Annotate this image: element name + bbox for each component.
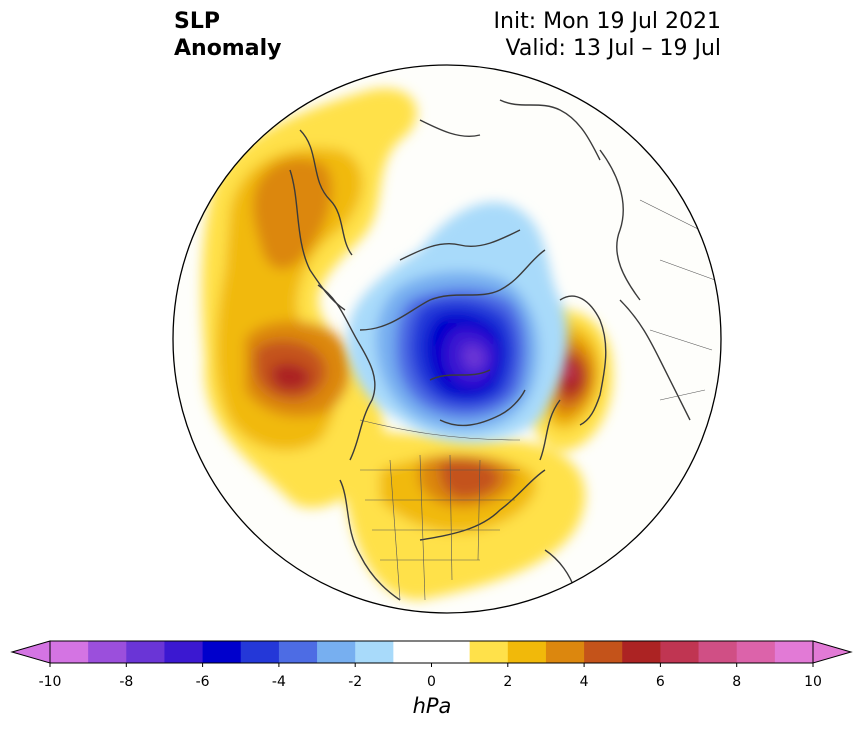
colorbar-segment	[431, 641, 471, 663]
colorbar-tick-label: -4	[271, 674, 286, 690]
colorbar-tick-label: -6	[195, 674, 210, 690]
colorbar-segment	[545, 641, 585, 663]
init-label: Init: Mon 19 Jul 2021	[493, 9, 721, 34]
negative-anomaly-shading	[347, 202, 569, 443]
colorbar-tick-label: 10	[804, 674, 822, 690]
colorbar-min-extend	[10, 640, 51, 664]
colorbar-segment	[469, 641, 509, 663]
colorbar-segment	[164, 641, 204, 663]
colorbar-segment	[584, 641, 623, 663]
colorbar-unit-label: hPa	[412, 694, 452, 718]
colorbar-tick-label: 6	[655, 674, 665, 690]
colorbar-max-extend	[812, 640, 853, 664]
positive-anomaly-shading	[201, 88, 613, 600]
colorbar-segment	[736, 641, 776, 663]
colorbar-segment	[698, 641, 738, 663]
colorbar-segment	[202, 641, 242, 663]
colorbar-tick-label: 4	[579, 674, 589, 690]
polar-map	[172, 64, 722, 614]
colorbar-tick-label: 8	[732, 674, 742, 690]
title-line-1: SLP	[174, 9, 220, 34]
colorbar-segment	[507, 641, 547, 663]
title-line-2: Anomaly	[174, 36, 282, 61]
colorbar-segment	[88, 641, 127, 663]
chart-title: SLP Anomaly	[174, 8, 281, 62]
colorbar-tick-label: -10	[38, 674, 62, 690]
colorbar-segment	[240, 641, 280, 663]
colorbar	[10, 640, 853, 667]
colorbar-segment	[317, 641, 356, 663]
time-info: Init: Mon 19 Jul 2021 Valid: 13 Jul – 19…	[494, 8, 721, 62]
colorbar-segment	[393, 641, 432, 663]
coastlines	[289, 99, 691, 601]
colorbar-segment	[126, 641, 165, 663]
colorbar-segment	[622, 641, 661, 663]
colorbar-segment	[50, 641, 89, 663]
map-boundary-circle	[172, 64, 722, 614]
colorbar-segment	[278, 641, 318, 663]
colorbar-tick-label: -2	[348, 674, 363, 690]
colorbar-segment	[660, 641, 700, 663]
colorbar-segment	[774, 641, 814, 663]
state-borders	[359, 199, 716, 601]
colorbar-tick-label: -8	[119, 674, 134, 690]
valid-label: Valid: 13 Jul – 19 Jul	[505, 36, 721, 61]
colorbar-segment	[355, 641, 394, 663]
colorbar-tick-label: 0	[427, 674, 436, 690]
colorbar-tick-label: 2	[503, 674, 513, 690]
